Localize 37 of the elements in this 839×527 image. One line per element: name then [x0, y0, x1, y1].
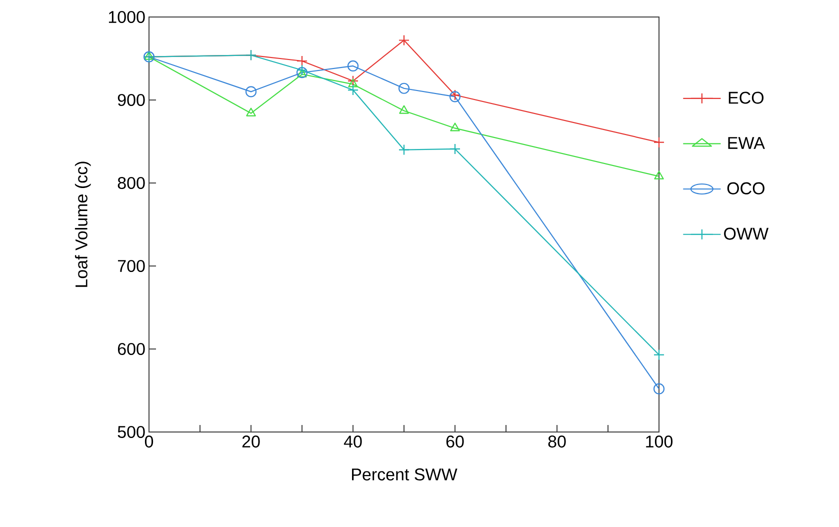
legend-label: OCO: [727, 182, 764, 194]
y-axis-title: Loaf Volume (cc): [74, 162, 91, 287]
point: [399, 105, 409, 114]
legend-label: ECO: [728, 92, 764, 104]
point: [296, 64, 308, 76]
x-tick-label: 60: [446, 436, 464, 448]
point: [449, 143, 461, 155]
x-tick-label: 80: [548, 436, 566, 448]
point: [347, 84, 359, 96]
point: [653, 383, 665, 394]
x-tick-label: 100: [646, 436, 673, 448]
point: [450, 122, 460, 132]
y-tick-label: 700: [118, 260, 145, 272]
x-axis-title: Percent SWW: [352, 468, 458, 480]
legend-label: OWW: [724, 228, 769, 240]
legend-label: EWA: [728, 137, 765, 149]
point: [347, 60, 359, 72]
point: [654, 170, 664, 180]
point: [347, 75, 359, 86]
point: [398, 34, 410, 46]
x-tick-label: 20: [242, 436, 260, 448]
y-tick-label: 500: [118, 426, 145, 438]
y-tick-label: 1000: [108, 10, 145, 24]
x-tick-label: 40: [344, 436, 362, 448]
point: [398, 144, 410, 156]
point: [653, 136, 665, 148]
y-tick-label: 800: [118, 176, 145, 190]
point: [398, 82, 410, 94]
point: [296, 55, 308, 67]
point: [144, 51, 154, 60]
y-tick-label: 900: [118, 94, 145, 106]
point: [245, 86, 257, 98]
point: [246, 108, 256, 116]
x-tick-label: 0: [144, 436, 154, 448]
y-tick-label: 600: [118, 342, 145, 356]
point: [653, 349, 665, 360]
point: [348, 78, 358, 88]
